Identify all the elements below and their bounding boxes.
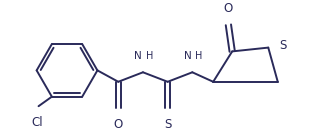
- Text: Cl: Cl: [32, 116, 43, 129]
- Text: H: H: [146, 51, 153, 61]
- Text: S: S: [164, 118, 171, 131]
- Text: O: O: [114, 118, 123, 131]
- Text: O: O: [224, 2, 233, 15]
- Text: N: N: [134, 51, 142, 61]
- Text: N: N: [184, 51, 191, 61]
- Text: S: S: [279, 39, 287, 52]
- Text: H: H: [195, 51, 203, 61]
